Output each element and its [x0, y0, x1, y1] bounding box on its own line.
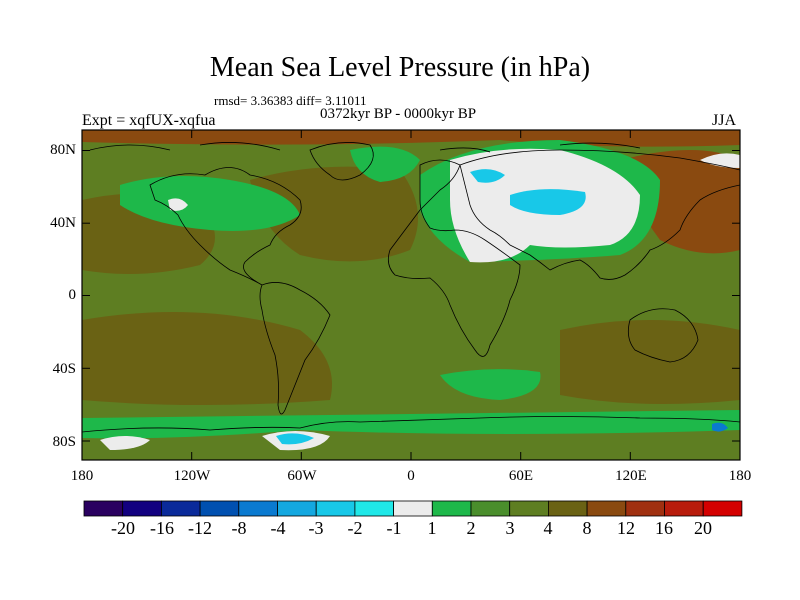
- colorbar-box: [83, 500, 124, 517]
- colorbar-box: [548, 500, 588, 517]
- colorbar-box: [393, 500, 433, 517]
- colorbar-box: [431, 500, 472, 517]
- experiment-label: Expt = xqfUX-xqfua: [82, 112, 216, 129]
- lon-label-180-right: 180: [728, 468, 752, 484]
- ross-sea-blue-patch: [712, 422, 728, 432]
- colorbar-label: -16: [150, 518, 174, 538]
- alaska-white-patch: [168, 198, 188, 211]
- colorbar-label: 20: [694, 518, 712, 538]
- europe-africa-coast: [387, 159, 521, 357]
- lat-label-0: 0: [68, 287, 77, 303]
- lat-label-80s: 80S: [52, 434, 76, 450]
- coastlines: [82, 142, 740, 433]
- colorbar-label: -20: [111, 518, 135, 538]
- colorbar-label: -2: [347, 518, 363, 538]
- colorbar-box: [664, 500, 704, 517]
- axis-ticks: [81, 130, 741, 460]
- north-america-green-region: [120, 176, 300, 231]
- colorbar-label: 2: [466, 518, 476, 538]
- lon-label-60e: 60E: [508, 468, 534, 484]
- colorbar-box: [122, 500, 162, 517]
- period-label: 0372kyr BP - 0000kyr BP: [320, 106, 477, 122]
- colorbar-box: [238, 500, 278, 517]
- lon-label-180-left: 180: [70, 468, 94, 484]
- greenland-coast: [309, 142, 374, 181]
- antarctic-white-west: [100, 436, 150, 450]
- greenland-green-region: [350, 146, 420, 182]
- colorbar-label: -3: [308, 518, 324, 538]
- north-america-coast: [149, 167, 302, 286]
- colorbar-label: 8: [582, 518, 592, 538]
- colorbar-label: -4: [270, 518, 286, 538]
- siberia-cyan-region: [510, 189, 586, 215]
- colorbar-box: [354, 500, 394, 517]
- colorbar-box: [586, 500, 627, 517]
- antarctica-coast: [82, 416, 740, 433]
- colorbar-box: [160, 500, 201, 517]
- asia-coast: [459, 149, 740, 280]
- arctic-ocean-white-patch: [700, 153, 740, 168]
- colorbar-label: 1: [427, 518, 437, 538]
- australia-coast: [627, 308, 699, 363]
- lon-label-0: 0: [407, 468, 415, 484]
- colorbar-box: [625, 500, 665, 517]
- colorbar-box: [315, 500, 356, 517]
- antarctic-cyan-patch: [276, 433, 314, 445]
- colorbar: [83, 500, 743, 517]
- southern-indian-brown-region: [560, 320, 740, 404]
- colorbar-label: 3: [505, 518, 515, 538]
- colorbar-box: [509, 500, 549, 517]
- colorbar-label: -8: [231, 518, 247, 538]
- colorbar-box: [702, 500, 743, 517]
- colorbar-label: -12: [188, 518, 212, 538]
- north-atlantic-brown-region: [250, 166, 418, 262]
- arctic-islands-coast: [89, 142, 641, 153]
- arctic-cyan-patch: [470, 169, 505, 183]
- lon-label-60w: 60W: [287, 468, 317, 484]
- lon-label-120w: 120W: [173, 468, 211, 484]
- map-title: Mean Sea Level Pressure (in hPa): [209, 52, 591, 83]
- colorbar-label: -1: [386, 518, 402, 538]
- colorbar-box: [470, 500, 511, 517]
- southern-pacific-brown-region: [82, 312, 332, 405]
- colorbar-box: [277, 500, 317, 517]
- season-label: JJA: [712, 112, 737, 129]
- colorbar-box: [199, 500, 240, 517]
- lat-label-80n: 80N: [50, 142, 76, 158]
- south-america-coast: [259, 282, 331, 415]
- colorbar-label: 16: [655, 518, 673, 538]
- rmsd-diff-stats: rmsd= 3.36383 diff= 3.11011: [214, 93, 367, 108]
- map-field: [82, 130, 740, 460]
- south-atlantic-green-region: [440, 369, 541, 400]
- colorbar-label: 4: [543, 518, 553, 538]
- colorbar-label: 12: [617, 518, 635, 538]
- lat-label-40n: 40N: [50, 215, 76, 231]
- antarctic-green-band: [82, 410, 740, 439]
- lon-label-120e: 120E: [615, 468, 647, 484]
- lat-label-40s: 40S: [52, 361, 76, 377]
